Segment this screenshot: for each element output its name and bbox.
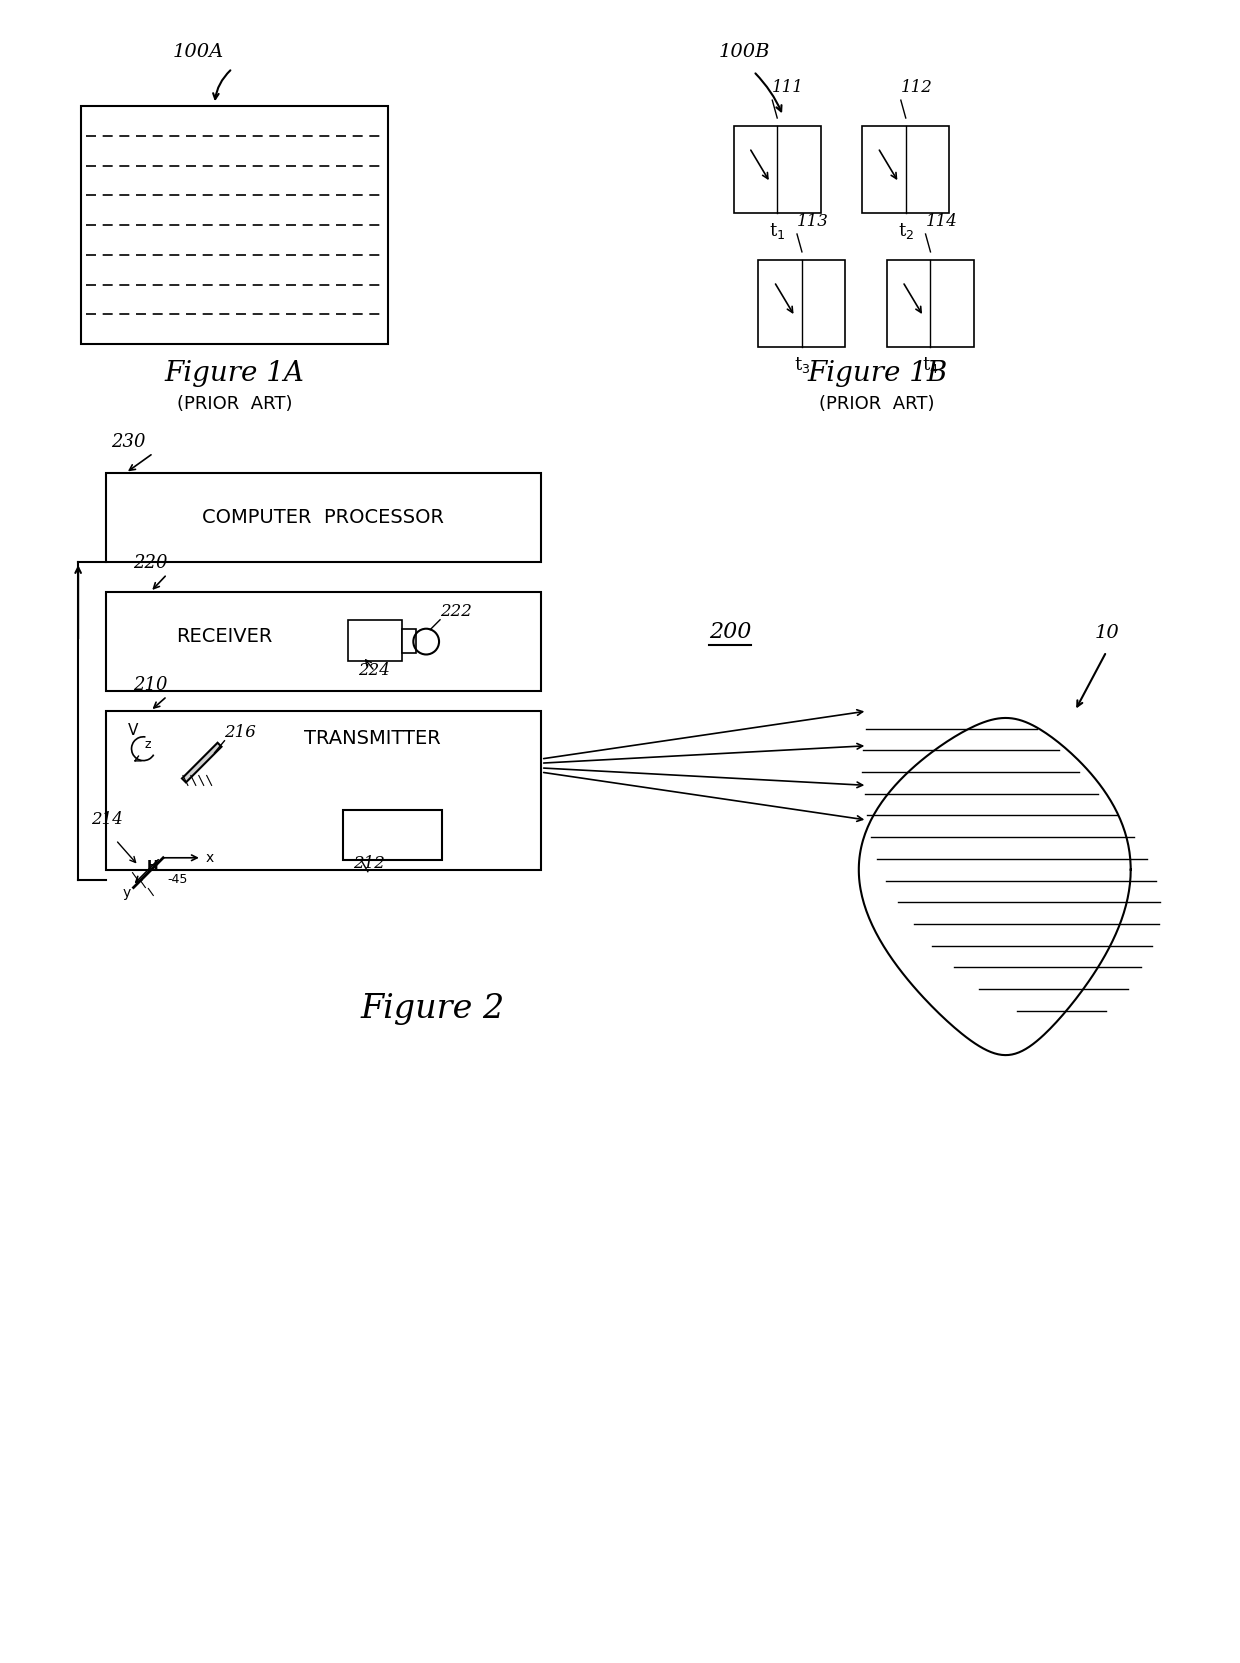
Bar bbox=[81, 106, 388, 344]
Bar bbox=[759, 259, 846, 348]
Bar bbox=[887, 259, 973, 348]
Text: 114: 114 bbox=[925, 213, 957, 229]
Text: 200: 200 bbox=[709, 620, 751, 642]
Bar bbox=[734, 126, 821, 213]
Text: COMPUTER  PROCESSOR: COMPUTER PROCESSOR bbox=[202, 509, 444, 527]
Bar bbox=[348, 620, 403, 662]
Text: 210: 210 bbox=[134, 677, 167, 693]
Bar bbox=[343, 810, 441, 860]
Text: -45: -45 bbox=[167, 873, 188, 886]
Bar bbox=[862, 126, 950, 213]
Text: 214: 214 bbox=[91, 812, 123, 828]
Text: z: z bbox=[144, 738, 150, 752]
Text: 220: 220 bbox=[134, 554, 167, 572]
Text: Figure 1B: Figure 1B bbox=[807, 361, 947, 387]
Text: t$_1$: t$_1$ bbox=[769, 221, 785, 241]
Text: 224: 224 bbox=[358, 662, 389, 679]
Text: t$_4$: t$_4$ bbox=[923, 354, 939, 374]
Text: 10: 10 bbox=[1095, 624, 1120, 642]
Text: t$_3$: t$_3$ bbox=[794, 354, 810, 374]
Bar bbox=[105, 472, 541, 562]
Text: 222: 222 bbox=[440, 602, 472, 620]
Text: V: V bbox=[128, 723, 139, 738]
Text: 100B: 100B bbox=[719, 43, 770, 62]
Text: y: y bbox=[123, 886, 130, 900]
Text: Figure 1A: Figure 1A bbox=[165, 361, 304, 387]
Bar bbox=[403, 629, 417, 652]
Text: 113: 113 bbox=[797, 213, 828, 229]
Text: 100A: 100A bbox=[174, 43, 224, 62]
Text: Figure 2: Figure 2 bbox=[360, 993, 505, 1024]
Text: H: H bbox=[146, 858, 159, 873]
Text: 212: 212 bbox=[353, 855, 384, 871]
Text: TRANSMITTER: TRANSMITTER bbox=[305, 730, 441, 748]
Text: RECEIVER: RECEIVER bbox=[176, 627, 273, 647]
Text: 216: 216 bbox=[224, 723, 257, 740]
Text: 230: 230 bbox=[110, 432, 145, 451]
Text: (PRIOR  ART): (PRIOR ART) bbox=[820, 394, 935, 412]
Polygon shape bbox=[182, 743, 222, 782]
Text: 111: 111 bbox=[773, 80, 805, 96]
Text: (PRIOR  ART): (PRIOR ART) bbox=[176, 394, 293, 412]
Text: 112: 112 bbox=[900, 80, 932, 96]
Text: t$_2$: t$_2$ bbox=[898, 221, 914, 241]
Bar bbox=[105, 592, 541, 692]
Bar bbox=[105, 712, 541, 870]
Text: x: x bbox=[206, 851, 213, 865]
